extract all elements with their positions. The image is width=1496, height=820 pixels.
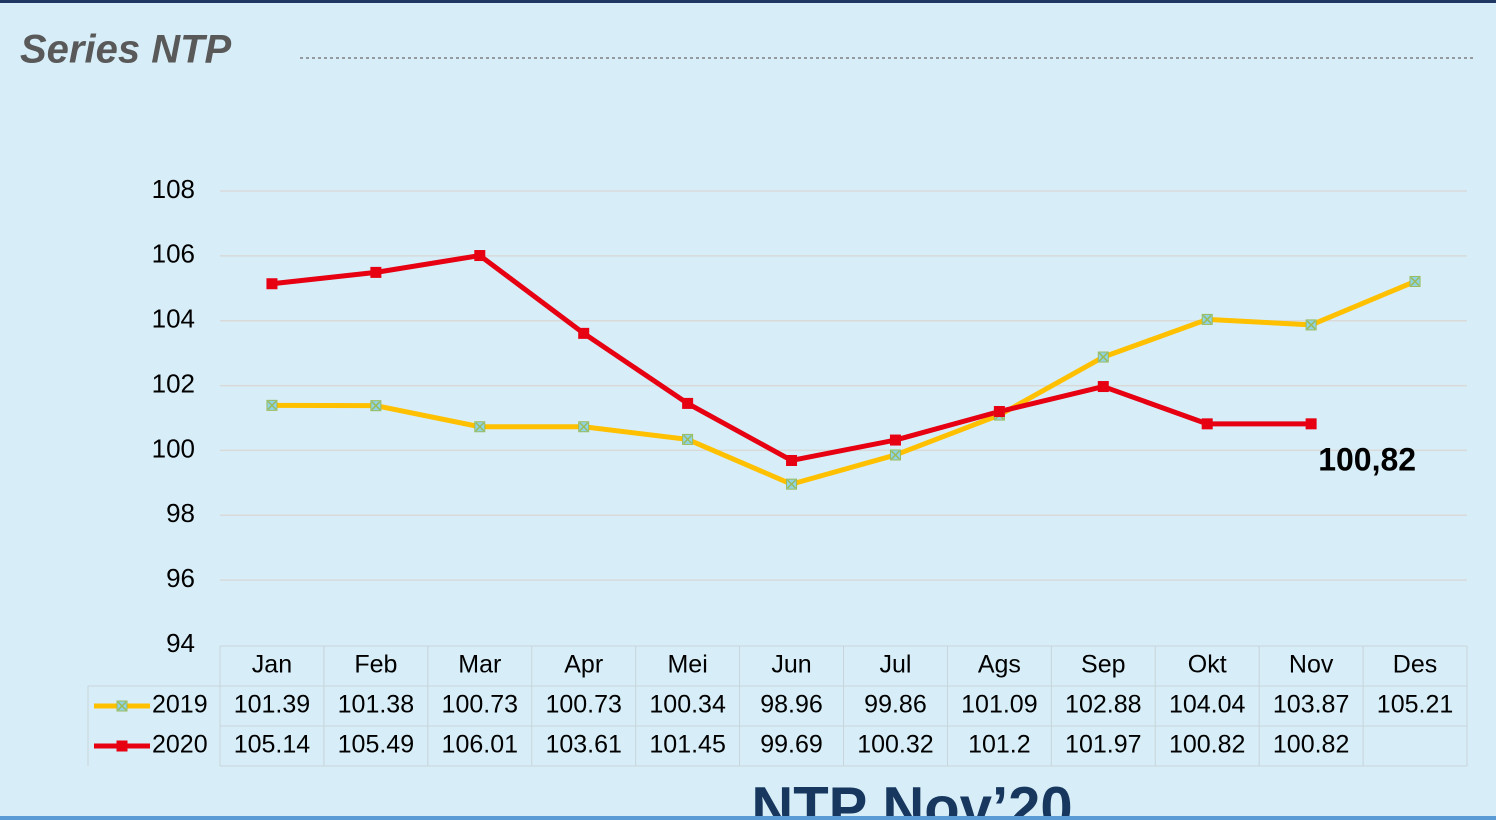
y-tick-label: 104	[152, 304, 195, 334]
table-value: 99.69	[760, 731, 823, 759]
point-cross	[1202, 314, 1212, 324]
point	[786, 454, 798, 466]
y-tick-label: 94	[166, 628, 195, 658]
point	[1097, 381, 1109, 393]
point	[1201, 418, 1213, 430]
table-value: 103.87	[1273, 691, 1349, 719]
point	[889, 434, 901, 446]
table-value: 100.34	[649, 691, 726, 719]
point	[1305, 418, 1317, 430]
table-value: 101.2	[968, 731, 1031, 759]
point	[578, 327, 590, 339]
table-value: 106.01	[442, 731, 518, 759]
x-tick-label: Feb	[354, 651, 397, 679]
table-value: 102.88	[1065, 691, 1141, 719]
table-value: 104.04	[1169, 691, 1246, 719]
x-tick-label: Sep	[1081, 651, 1125, 679]
footer-title: NTP Nov’20	[751, 775, 1072, 820]
table-value: 98.96	[760, 691, 823, 719]
table-value: 103.61	[545, 731, 621, 759]
table-value: 105.49	[338, 731, 414, 759]
table-value: 100.82	[1273, 731, 1349, 759]
point	[682, 397, 694, 409]
table-value: 100.32	[857, 731, 933, 759]
legend-label: 2019	[152, 691, 208, 719]
y-tick-label: 108	[152, 174, 195, 204]
point	[993, 406, 1005, 418]
y-tick-label: 98	[166, 498, 195, 528]
table-value: 101.09	[961, 691, 1037, 719]
point-cross	[787, 479, 797, 489]
x-tick-label: Jun	[771, 651, 811, 679]
table-value: 101.97	[1065, 731, 1141, 759]
point-cross	[683, 434, 693, 444]
x-tick-label: Jul	[879, 651, 911, 679]
y-tick-label: 96	[166, 563, 195, 593]
point-cross	[579, 422, 589, 432]
y-tick-label: 102	[152, 368, 195, 398]
table-value: 100.73	[442, 691, 518, 719]
x-tick-label: Ags	[978, 651, 1021, 679]
bottom-border	[0, 816, 1496, 820]
table-value: 100.82	[1169, 731, 1245, 759]
table-value: 101.38	[338, 691, 414, 719]
y-tick-label: 100	[152, 433, 195, 463]
annotation: 100,82	[1318, 441, 1416, 477]
point-cross	[890, 450, 900, 460]
x-tick-label: Des	[1393, 651, 1437, 679]
point-cross	[371, 401, 381, 411]
legend-label: 2020	[152, 731, 208, 759]
point-cross	[1306, 320, 1316, 330]
legend-marker-cross	[117, 701, 127, 711]
top-border	[0, 0, 1496, 3]
x-tick-label: Okt	[1188, 651, 1227, 679]
series-line	[271, 253, 1312, 463]
point-cross	[1410, 276, 1420, 287]
point-cross	[1098, 352, 1108, 362]
x-tick-label: Nov	[1289, 651, 1334, 679]
x-tick-label: Mei	[667, 651, 707, 679]
point-cross	[267, 400, 277, 410]
legend-marker	[116, 740, 128, 752]
point	[266, 278, 278, 290]
table-value: 101.45	[649, 731, 725, 759]
x-tick-label: Jan	[252, 651, 292, 679]
table-value: 101.39	[234, 691, 310, 719]
x-tick-label: Mar	[458, 651, 501, 679]
point	[474, 250, 486, 262]
table-value: 99.86	[864, 691, 927, 719]
table-value: 100.73	[545, 691, 621, 719]
x-tick-label: Apr	[564, 651, 603, 679]
point	[370, 266, 382, 278]
y-tick-label: 106	[152, 239, 195, 269]
table-value: 105.14	[234, 731, 311, 759]
chart-title: Series NTP	[20, 28, 232, 72]
point-cross	[475, 422, 485, 432]
series-line	[271, 279, 1417, 487]
table-value: 105.21	[1377, 691, 1453, 719]
